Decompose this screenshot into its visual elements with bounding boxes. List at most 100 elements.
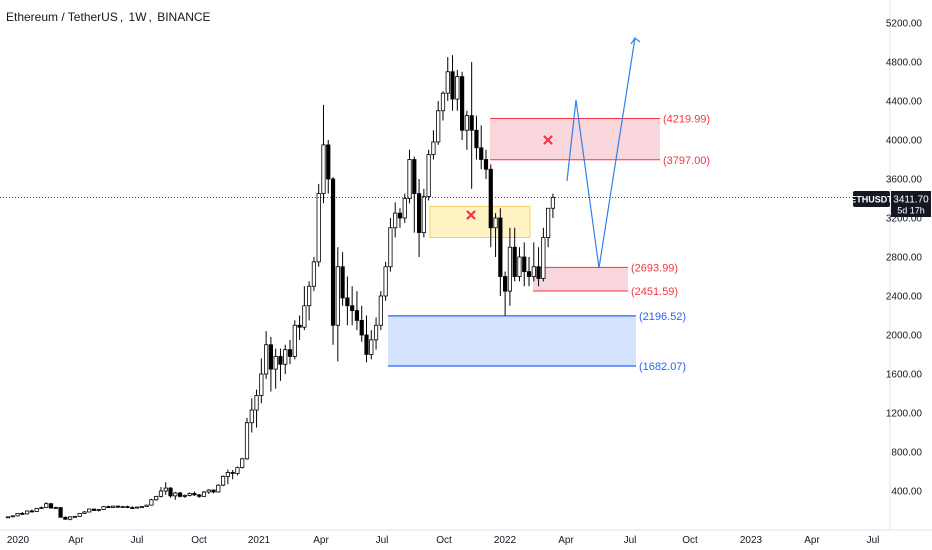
candle-body [254,395,259,411]
candle-body [483,159,489,170]
candle-body [101,506,106,510]
candle-body [474,129,479,149]
zones-layer [388,118,660,367]
candle-body [450,71,455,100]
y-tick-label: 2400.00 [886,292,923,303]
y-tick-label: 4400.00 [886,97,923,108]
candle-body [39,507,44,509]
candle-body [436,110,441,143]
interval-label: 1W [128,10,147,24]
candle-body [426,154,431,197]
x-tick-label: Jul [376,535,389,546]
candle-body [91,508,97,511]
candle-body [350,305,355,312]
x-tick-label: Jul [624,535,637,546]
ticker-badge [853,191,890,207]
last-price-label: 3411.70 [893,195,929,206]
candle-body [517,256,522,277]
candle-body [134,506,140,509]
candle-body [264,344,269,375]
y-tick-label: 2800.00 [886,253,923,264]
candle-body [412,159,417,195]
blue-demand-zone [388,315,636,366]
candle-body [283,349,288,365]
x-tick-label: Apr [804,535,820,546]
countdown-label: 5d 17h [897,206,925,216]
price-badge [891,191,931,217]
candle-body [125,506,130,509]
x-tick-label: 2021 [248,535,271,546]
candle-body [431,141,436,156]
candle-body [326,144,331,180]
candle-body [144,504,149,508]
candle-body [455,76,460,100]
candle-body [393,212,398,229]
candle-body [330,178,336,326]
candle-body [58,507,63,518]
x-tick-label: 2020 [7,535,30,546]
time-axis: 2020 Apr Jul Oct 2021 Apr Jul Oct 2022 Apr Jul Oct 2… [7,535,880,546]
candle-body [72,515,78,518]
candle-body [550,196,556,209]
candle-body [220,475,226,486]
candle-body [230,472,235,474]
overlays-layer: (4219.99) (3797.00) (2693.99) (2451.59) (219… [0,37,890,373]
projection-path [566,37,636,269]
candle-body [197,494,202,497]
candle-body [15,513,20,517]
candle-body [177,492,183,497]
price-axis: 5200.00 4800.00 4400.00 4000.00 3600.00 3200.… [886,19,923,498]
candle-body [479,147,484,160]
candle-body [120,506,125,509]
candle-body [53,507,58,509]
x-tick-label: Oct [436,535,452,546]
candle-body [130,507,135,509]
candle-body [464,115,469,131]
ticker-label: ETHUSDT [850,195,893,205]
candle-body [68,516,73,520]
candle-body [5,516,11,519]
candle-body [273,356,278,370]
candle-body [445,71,450,94]
lower-red-bottom-price-label: (2451.59) [631,286,678,298]
y-tick-label: 1200.00 [886,409,923,420]
chart-title: Ethereum / TetherUS, 1W, BINANCE [6,10,211,24]
lower-red-zone [533,267,628,291]
y-tick-label: 4000.00 [886,136,923,147]
candle-body [335,266,340,326]
cross-stroke [543,135,553,145]
upper-red-top-price-label: (4219.99) [663,114,710,126]
candle-body [316,193,321,263]
candle-body [507,246,513,292]
candle-body [206,489,211,493]
candle-body [512,246,517,277]
candle-body [359,319,364,336]
candle-body [440,92,446,112]
candle-body [201,491,207,497]
candle-body [388,227,393,268]
candle-body [321,144,326,195]
candle-body [10,515,15,518]
candles-layer [5,55,556,521]
candle-body [106,506,111,509]
candle-body [87,508,92,513]
candle-body [526,271,532,277]
candle-body [354,310,360,321]
cross-stroke [466,210,476,220]
y-tick-label: 400.00 [891,487,922,498]
symbol-name: Ethereum / TetherUS [6,10,118,24]
blue-zone-bottom-price-label: (1682.07) [639,361,686,373]
candle-body [407,159,412,199]
candle-body [216,484,221,493]
candle-body [469,115,474,131]
candle-body [211,489,216,493]
candle-body [383,266,388,297]
candle-body [522,256,527,273]
y-tick-label: 1600.00 [886,370,923,381]
upper-zone-cross-icon [543,135,553,145]
candle-body [311,261,317,287]
candle-body [302,305,307,328]
candle-body [249,409,254,424]
